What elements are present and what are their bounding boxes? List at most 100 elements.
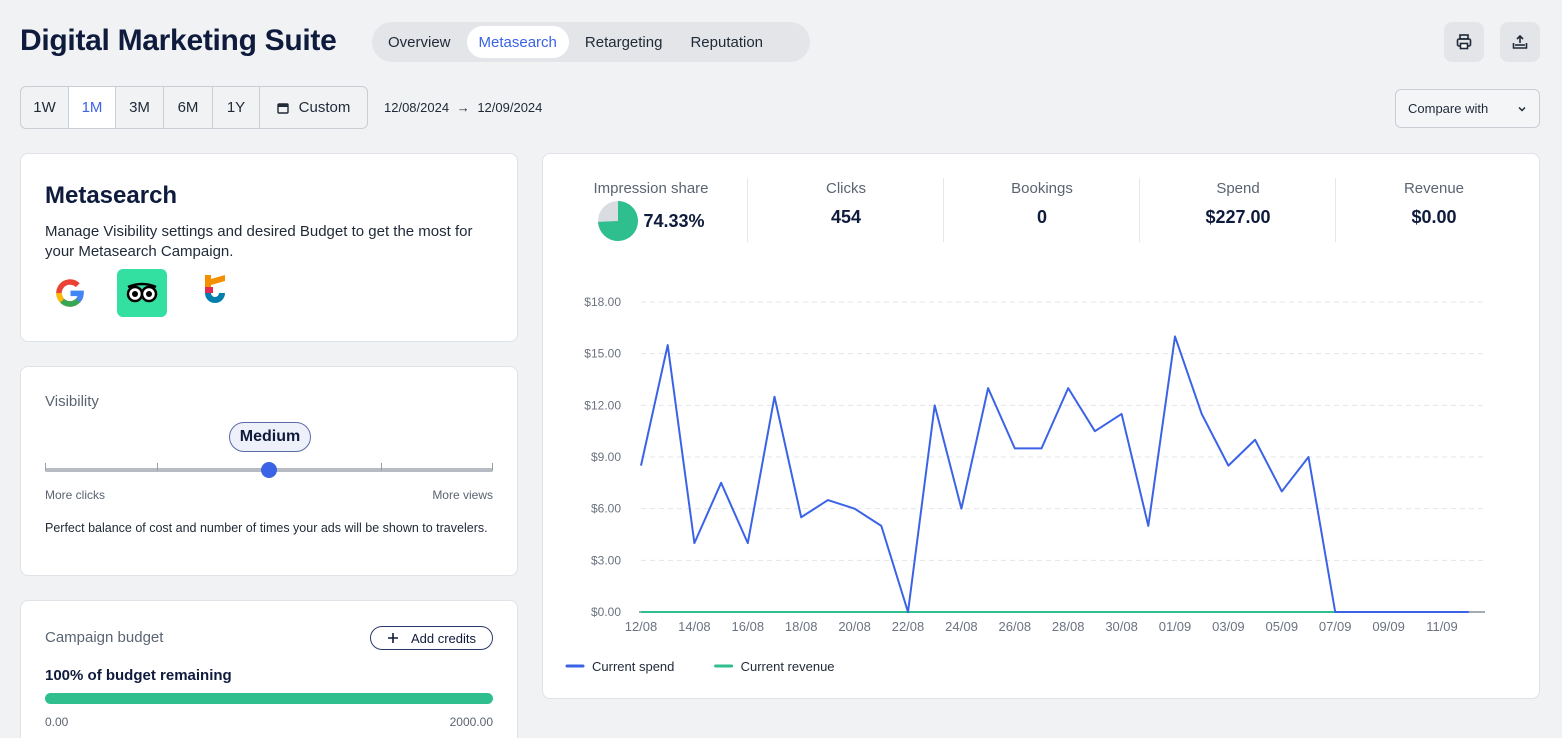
range-custom[interactable]: Custom bbox=[260, 87, 367, 128]
trivago-logo bbox=[190, 269, 240, 317]
arrow-icon: → bbox=[456, 100, 470, 115]
x-tick-label: 26/08 bbox=[999, 619, 1032, 634]
x-tick-label: 11/09 bbox=[1426, 619, 1458, 634]
x-tick-label: 14/08 bbox=[678, 619, 711, 634]
pie-slice-share bbox=[598, 201, 639, 241]
kpi-divider bbox=[747, 178, 748, 242]
budget-min: 0.00 bbox=[45, 715, 69, 729]
x-tick-label: 30/08 bbox=[1105, 619, 1138, 634]
visibility-slider-thumb[interactable] bbox=[261, 462, 277, 478]
kpi-impression-share: Impression share 74.33% bbox=[553, 180, 749, 242]
google-logo bbox=[45, 269, 95, 317]
calendar-icon bbox=[276, 102, 289, 114]
kpi-revenue: Revenue $0.00 bbox=[1336, 180, 1532, 228]
visibility-card: Visibility Medium More clicks More views… bbox=[20, 366, 518, 576]
budget-remaining-text: 100% of budget remaining bbox=[45, 667, 232, 684]
range-6m[interactable]: 6M bbox=[164, 87, 213, 128]
main-tabs: Overview Metasearch Retargeting Reputati… bbox=[372, 22, 810, 62]
x-tick-label: 09/09 bbox=[1372, 619, 1405, 634]
kpi-divider bbox=[1335, 178, 1336, 242]
add-credits-label: Add credits bbox=[410, 630, 477, 646]
y-tick-label: $18.00 bbox=[584, 295, 621, 309]
metasearch-card: Metasearch Manage Visibility settings an… bbox=[20, 153, 518, 342]
date-range-selector: 1W 1M 3M 6M 1Y Custom bbox=[20, 86, 368, 129]
plus-icon bbox=[387, 633, 398, 643]
budget-progress-bar bbox=[45, 693, 493, 704]
tripadvisor-logo bbox=[117, 269, 167, 317]
kpi-label: Bookings bbox=[1011, 180, 1073, 197]
date-start: 12/08/2024 bbox=[384, 100, 450, 115]
slider-tick bbox=[157, 463, 158, 471]
date-range-text: 12/08/2024 → 12/09/2024 bbox=[384, 100, 542, 115]
y-tick-label: $15.00 bbox=[584, 347, 621, 361]
visibility-description: Perfect balance of cost and number of ti… bbox=[45, 521, 488, 535]
slider-tick bbox=[45, 463, 46, 471]
date-end: 12/09/2024 bbox=[477, 100, 543, 115]
range-1w[interactable]: 1W bbox=[21, 87, 69, 128]
x-tick-label: 24/08 bbox=[945, 619, 978, 634]
tab-metasearch[interactable]: Metasearch bbox=[466, 26, 569, 58]
compare-dropdown[interactable]: Compare with bbox=[1395, 89, 1540, 128]
kpi-value: 454 bbox=[830, 207, 862, 227]
campaign-budget-card: Campaign budget Add credits 100% of budg… bbox=[20, 600, 518, 738]
kpi-label: Revenue bbox=[1403, 180, 1465, 197]
visibility-level-badge: Medium bbox=[229, 422, 311, 452]
x-tick-label: 01/09 bbox=[1159, 619, 1192, 634]
upload-button[interactable] bbox=[1500, 22, 1540, 62]
chevron-down-icon bbox=[1518, 106, 1526, 112]
budget-max: 2000.00 bbox=[449, 715, 493, 729]
tab-overview[interactable]: Overview bbox=[388, 33, 451, 51]
kpi-label: Clicks bbox=[826, 180, 866, 197]
y-tick-label: $6.00 bbox=[591, 502, 621, 516]
kpi-divider bbox=[1139, 178, 1140, 242]
page-title: Digital Marketing Suite bbox=[20, 24, 337, 57]
y-tick-label: $9.00 bbox=[591, 450, 621, 464]
kpi-clicks: Clicks 454 bbox=[748, 180, 944, 228]
legend-label: Current revenue bbox=[741, 659, 835, 674]
print-button[interactable] bbox=[1444, 22, 1484, 62]
series-line-current-spend bbox=[640, 335, 1469, 613]
campaign-budget-label: Campaign budget bbox=[45, 629, 164, 646]
x-tick-label: 07/09 bbox=[1319, 619, 1352, 634]
add-credits-button[interactable]: Add credits bbox=[370, 626, 493, 650]
range-1m[interactable]: 1M bbox=[69, 87, 116, 128]
tab-reputation[interactable]: Reputation bbox=[690, 33, 764, 51]
compare-label: Compare with bbox=[1408, 101, 1489, 116]
x-tick-label: 12/08 bbox=[625, 619, 658, 634]
y-tick-label: $12.00 bbox=[584, 398, 621, 412]
slider-tick bbox=[492, 463, 493, 471]
metasearch-description: Manage Visibility settings and desired B… bbox=[45, 223, 473, 260]
x-tick-label: 20/08 bbox=[838, 619, 871, 634]
impression-share-pie bbox=[598, 201, 639, 241]
range-1y[interactable]: 1Y bbox=[213, 87, 260, 128]
y-tick-label: $3.00 bbox=[591, 553, 621, 567]
legend-label: Current spend bbox=[592, 659, 674, 674]
upload-icon bbox=[1512, 34, 1528, 49]
kpi-bookings: Bookings 0 bbox=[944, 180, 1140, 228]
print-icon bbox=[1456, 34, 1472, 50]
more-views-label: More views bbox=[432, 488, 493, 502]
range-3m[interactable]: 3M bbox=[116, 87, 164, 128]
kpi-label: Spend bbox=[1216, 180, 1260, 197]
kpi-value: 74.33% bbox=[643, 210, 705, 231]
metasearch-title: Metasearch bbox=[45, 182, 178, 209]
kpi-spend: Spend $227.00 bbox=[1140, 180, 1336, 228]
visibility-label: Visibility bbox=[45, 393, 99, 410]
x-tick-label: 28/08 bbox=[1052, 619, 1085, 634]
y-tick-label: $0.00 bbox=[591, 605, 621, 619]
kpi-label: Impression share bbox=[593, 180, 709, 197]
x-tick-label: 22/08 bbox=[892, 619, 925, 634]
kpi-value: $0.00 bbox=[1411, 207, 1457, 227]
kpi-divider bbox=[943, 178, 944, 242]
x-tick-label: 03/09 bbox=[1212, 619, 1245, 634]
slider-tick bbox=[381, 463, 382, 471]
tab-retargeting[interactable]: Retargeting bbox=[584, 33, 663, 51]
kpi-value: 0 bbox=[1036, 207, 1047, 227]
performance-card: Impression share 74.33% Clicks 454 Booki… bbox=[542, 153, 1540, 699]
kpi-value: $227.00 bbox=[1205, 207, 1271, 227]
x-tick-label: 18/08 bbox=[785, 619, 818, 634]
x-tick-label: 05/09 bbox=[1266, 619, 1299, 634]
x-tick-label: 16/08 bbox=[732, 619, 765, 634]
custom-label: Custom bbox=[298, 99, 351, 116]
more-clicks-label: More clicks bbox=[45, 488, 106, 502]
